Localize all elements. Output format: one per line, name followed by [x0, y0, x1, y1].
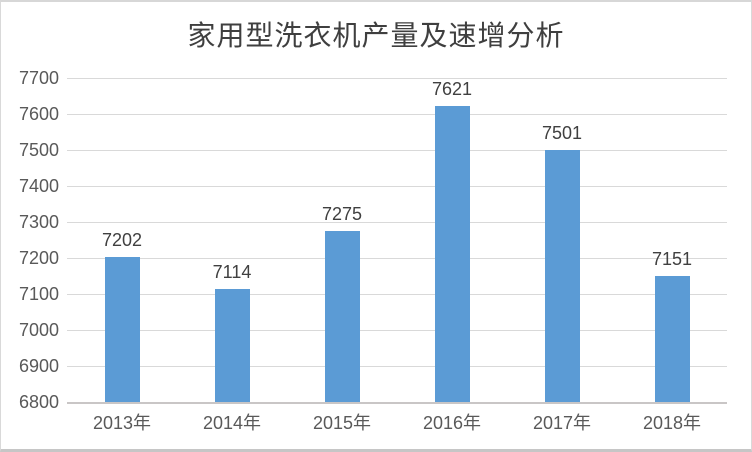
x-axis-category-label: 2018年	[642, 413, 702, 433]
gridline	[67, 78, 727, 79]
gridline	[67, 258, 727, 259]
chart-title: 家用型洗衣机产量及速增分析	[187, 19, 565, 52]
x-axis-category-label: 2016年	[422, 413, 482, 433]
gridline	[67, 150, 727, 151]
bar-value-label: 7501	[541, 122, 583, 143]
y-axis-tick-label: 7100	[18, 284, 59, 304]
x-axis-category-label: 2013年	[92, 413, 152, 433]
y-axis-tick-label: 7000	[18, 320, 59, 340]
bar	[434, 106, 470, 402]
y-axis-tick-label: 7700	[18, 68, 59, 88]
x-axis-category-label: 2015年	[312, 413, 372, 433]
y-axis-tick-label: 6900	[18, 356, 59, 376]
gridline	[67, 222, 727, 223]
bar	[214, 288, 250, 402]
y-axis-tick-label: 6800	[18, 392, 59, 412]
gridline	[67, 186, 727, 187]
bar-value-label: 7202	[101, 230, 143, 251]
gridline	[67, 114, 727, 115]
bar-value-label: 7114	[212, 261, 252, 282]
bar-value-label: 7621	[431, 79, 473, 100]
y-axis-tick-label: 7400	[18, 176, 59, 196]
x-axis-category-label: 2014年	[202, 413, 262, 433]
y-axis-tick-label: 7200	[18, 248, 59, 268]
bar	[324, 231, 360, 402]
bar-value-label: 7275	[321, 204, 363, 224]
bar-value-label: 7151	[651, 248, 693, 269]
gridline	[67, 366, 727, 367]
bar	[104, 257, 140, 402]
bar	[544, 149, 580, 402]
gridline	[67, 330, 727, 331]
y-axis-tick-label: 7500	[18, 140, 59, 160]
gridline	[67, 294, 727, 295]
bar	[654, 275, 690, 402]
x-axis-line	[67, 402, 727, 404]
y-axis-tick-label: 7600	[18, 104, 59, 124]
y-axis-tick-label: 7300	[18, 212, 59, 232]
x-axis-category-label: 2017年	[532, 413, 592, 433]
